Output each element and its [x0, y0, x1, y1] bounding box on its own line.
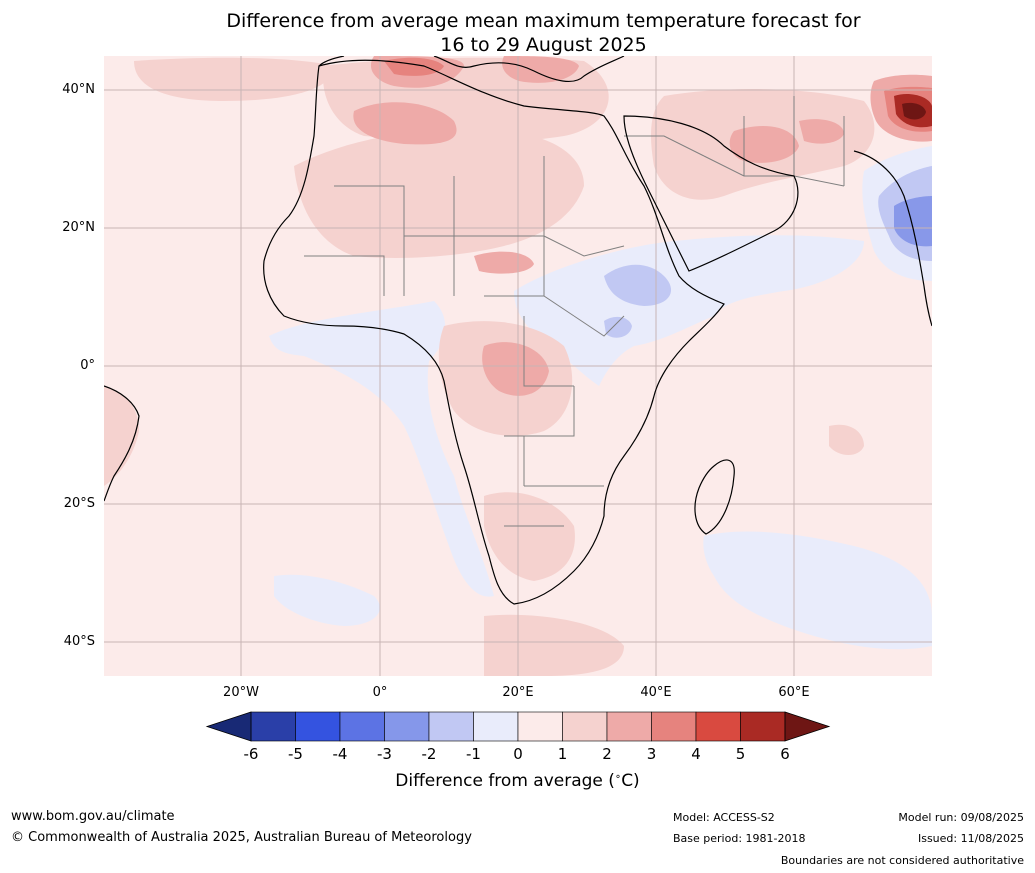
colorbar-bin-3	[384, 711, 430, 742]
map-title-line-2: 16 to 29 August 2025	[440, 34, 647, 56]
anomaly-region-afghan-mid	[799, 119, 844, 144]
anomaly-region-mozambique-warm	[829, 424, 864, 455]
anomaly-region-chad-mid	[474, 251, 534, 274]
colorbar-bin-2	[339, 711, 385, 742]
map-title-line-1: Difference from average mean maximum tem…	[226, 10, 861, 32]
forecast-map	[104, 56, 932, 676]
anomaly-region-south-atlantic-warm	[484, 614, 624, 676]
map-canvas	[104, 56, 932, 676]
anomaly-region-sahara-warm	[294, 129, 584, 258]
anomaly-region-east-africa-cool	[514, 235, 864, 386]
colorbar-tick-label: 1	[557, 745, 568, 763]
anomaly-region-southern-africa-warm	[484, 492, 575, 581]
colorbar-tick-label: -4	[332, 745, 348, 763]
india-coastline	[853, 150, 932, 327]
anomaly-region-greece-mid	[502, 56, 579, 83]
colorbar-bin-9	[651, 711, 697, 742]
graticule	[104, 56, 932, 676]
colorbar-bin-10	[695, 711, 741, 742]
anomaly-region-gulf-of-guinea-cool	[269, 301, 494, 597]
europe-coastline	[318, 56, 625, 83]
colorbar-tick-label: -5	[288, 745, 303, 763]
anomaly-region-iran-mid	[729, 126, 799, 163]
colorbar-bin-0	[250, 711, 296, 742]
colorbar-tick-label: 5	[735, 745, 746, 763]
south-america-coastline	[104, 385, 140, 502]
colorbar-tick-label: 6	[780, 745, 790, 763]
madagascar-coastline	[694, 459, 735, 535]
anomaly-region-south-indian-cool	[703, 531, 932, 650]
coastlines	[104, 56, 932, 605]
colorbar-bin-7	[562, 711, 608, 742]
lat-label-40s: 40°S	[63, 634, 95, 649]
africa-coastline	[263, 59, 725, 605]
footer-copyright: © Commonwealth of Australia 2025, Austra…	[11, 830, 472, 845]
footer-model: Model: ACCESS-S2	[673, 811, 775, 824]
footer-base-period: Base period: 1981-2018	[673, 832, 806, 845]
anomaly-region-india-cool-core	[894, 196, 932, 247]
colorbar-tick-label: 3	[646, 745, 657, 763]
colorbar-label: Difference from average (∘C)	[395, 771, 640, 791]
anomaly-region-lake-victoria-cool	[604, 316, 632, 338]
arabia-coastline	[623, 115, 799, 272]
lon-label-20e: 20°E	[502, 685, 534, 700]
anomaly-region-brazil-warm	[104, 386, 139, 486]
lat-label-40n: 40°N	[62, 82, 95, 97]
colorbar-over-arrow	[784, 711, 831, 742]
lon-label-0: 0°	[372, 685, 388, 700]
anomaly-region-congo-mid	[482, 342, 549, 396]
lat-label-20n: 20°N	[62, 220, 95, 235]
lat-label-0: 0°	[80, 358, 95, 373]
colorbar-tick-label: -1	[466, 745, 481, 763]
colorbar-bin-5	[473, 711, 519, 742]
anomaly-region-north-atlantic-warm	[134, 57, 334, 101]
anomaly-region-kashmir-hottest	[902, 102, 926, 120]
anomaly-region-atlantic-south-cool	[274, 574, 380, 626]
footer-website: www.bom.gov.au/climate	[11, 809, 175, 824]
colorbar-tick-label: -3	[377, 745, 392, 763]
footer-disclaimer: Boundaries are not considered authoritat…	[780, 854, 1024, 867]
colorbar-tick-label: -2	[421, 745, 437, 763]
lon-label-40e: 40°E	[640, 685, 672, 700]
lon-label-20w: 20°W	[223, 685, 259, 700]
lat-label-20s: 20°S	[63, 496, 95, 511]
colorbar-bin-11	[740, 711, 786, 742]
lon-label-60e: 60°E	[778, 685, 810, 700]
colorbar-bin-4	[428, 711, 474, 742]
colorbar-tick-label: 0	[513, 745, 523, 763]
colorbar-tick-label: 2	[602, 745, 612, 763]
footer-model-run: Model run: 09/08/2025	[898, 811, 1024, 824]
anomaly-region-ethiopia-cool	[604, 264, 672, 306]
colorbar-bin-1	[295, 711, 341, 742]
colorbar-tick-label: -6	[243, 745, 259, 763]
colorbar-bin-6	[517, 711, 563, 742]
anomaly-region-med-mid	[353, 102, 457, 145]
colorbar-tick-label: 4	[691, 745, 701, 763]
anomaly-shading	[104, 56, 932, 676]
colorbar-bin-8	[606, 711, 652, 742]
colorbar-under-arrow	[205, 711, 252, 742]
footer-issued: Issued: 11/08/2025	[917, 832, 1024, 845]
